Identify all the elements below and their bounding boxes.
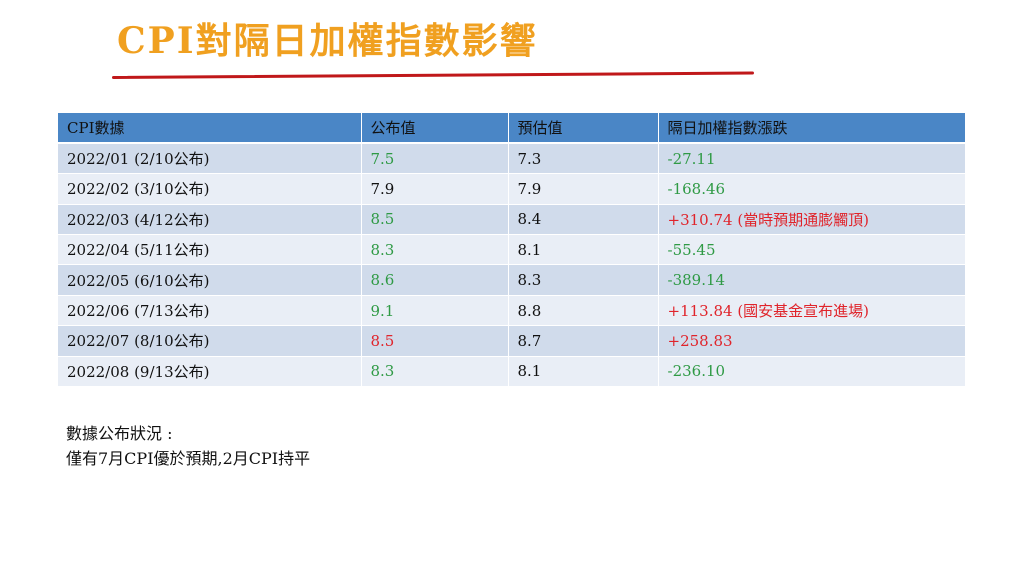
cell-change: -55.45 — [658, 234, 966, 266]
cell-forecast: 8.4 — [508, 204, 659, 236]
table-row: 2022/08 (9/13公布) 8.3 8.1 -236.10 — [58, 356, 966, 388]
table-row: 2022/05 (6/10公布) 8.6 8.3 -389.14 — [58, 264, 966, 296]
cell-forecast: 7.9 — [508, 173, 659, 205]
note-heading: 數據公布狀況 : — [66, 424, 173, 443]
table-row: 2022/01 (2/10公布) 7.5 7.3 -27.11 — [58, 143, 966, 175]
cell-change: +113.84 (國安基金宣布進場) — [658, 295, 966, 327]
cell-forecast: 8.1 — [508, 234, 659, 266]
cell-period: 2022/03 (4/12公布) — [58, 204, 362, 236]
cell-forecast: 8.7 — [508, 325, 659, 357]
data-release-note: 數據公布狀況 : 僅有7月CPI優於預期,2月CPI持平 — [66, 421, 310, 471]
cell-forecast: 8.3 — [508, 264, 659, 296]
table-row: 2022/06 (7/13公布) 9.1 8.8 +113.84 (國安基金宣布… — [58, 295, 966, 327]
column-header-cpi-data: CPI數據 — [58, 113, 362, 145]
cell-period: 2022/06 (7/13公布) — [58, 295, 362, 327]
table-row: 2022/02 (3/10公布) 7.9 7.9 -168.46 — [58, 173, 966, 205]
table-row: 2022/07 (8/10公布) 8.5 8.7 +258.83 — [58, 325, 966, 357]
cell-change: -168.46 — [658, 173, 966, 205]
cell-period: 2022/04 (5/11公布) — [58, 234, 362, 266]
cell-forecast: 8.1 — [508, 356, 659, 388]
cell-period: 2022/02 (3/10公布) — [58, 173, 362, 205]
cell-actual: 7.5 — [361, 143, 509, 175]
cell-actual: 9.1 — [361, 295, 509, 327]
table-header-row: CPI數據 公布值 預估值 隔日加權指數漲跌 — [58, 113, 966, 145]
column-header-index-change: 隔日加權指數漲跌 — [658, 113, 966, 145]
cell-change: -236.10 — [658, 356, 966, 388]
title-underline — [111, 71, 754, 79]
table-row: 2022/03 (4/12公布) 8.5 8.4 +310.74 (當時預期通膨… — [58, 204, 966, 236]
cell-period: 2022/08 (9/13公布) — [58, 356, 362, 388]
page-title: CPI對隔日加權指數影響 — [117, 20, 538, 62]
note-summary: 僅有7月CPI優於預期,2月CPI持平 — [66, 449, 311, 468]
column-header-forecast: 預估值 — [508, 113, 659, 145]
cell-period: 2022/05 (6/10公布) — [58, 264, 362, 296]
cell-forecast: 7.3 — [508, 143, 659, 175]
cell-change: +258.83 — [658, 325, 966, 357]
column-header-actual: 公布值 — [361, 113, 509, 145]
table-row: 2022/04 (5/11公布) 8.3 8.1 -55.45 — [58, 234, 966, 266]
cell-period: 2022/01 (2/10公布) — [58, 143, 362, 175]
cpi-impact-table: CPI數據 公布值 預估值 隔日加權指數漲跌 2022/01 (2/10公布) … — [58, 113, 966, 388]
cell-change: -389.14 — [658, 264, 966, 296]
cell-change: +310.74 (當時預期通膨觸頂) — [658, 204, 966, 236]
cell-actual: 8.3 — [361, 356, 509, 388]
cell-period: 2022/07 (8/10公布) — [58, 325, 362, 357]
cell-change: -27.11 — [658, 143, 966, 175]
cell-actual: 8.3 — [361, 234, 509, 266]
cell-forecast: 8.8 — [508, 295, 659, 327]
cell-actual: 8.5 — [361, 325, 509, 357]
cell-actual: 8.5 — [361, 204, 509, 236]
cell-actual: 8.6 — [361, 264, 509, 296]
cell-actual: 7.9 — [361, 173, 509, 205]
